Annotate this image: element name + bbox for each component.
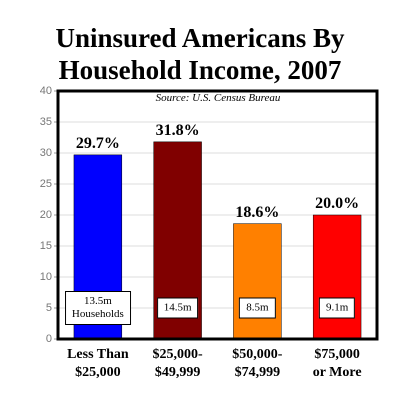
x-tick-label: $50,000- $74,999 [232, 347, 283, 380]
annotation-box: 14.5m [156, 297, 199, 319]
value-label: 29.7% [75, 134, 120, 152]
x-tick-label: $25,000- $49,999 [152, 347, 203, 380]
bar [233, 223, 282, 340]
bar [312, 214, 362, 340]
y-tick-label: 20 [40, 209, 52, 221]
x-tick-label: Less Than $25,000 [67, 347, 129, 380]
plot-frame [56, 89, 379, 341]
chart-title: Uninsured Americans By Household Income,… [55, 23, 345, 85]
y-tick-label: 30 [40, 147, 52, 159]
y-tick-label: 10 [40, 271, 52, 283]
annotation-box: 9.1m [318, 297, 356, 319]
value-label: 31.8% [155, 121, 200, 139]
annotation-box: 8.5m [239, 297, 276, 319]
y-tick-label: 25 [40, 178, 52, 190]
y-tick-label: 15 [40, 240, 52, 252]
value-label: 20.0% [315, 195, 360, 212]
y-tick-label: 0 [46, 333, 52, 345]
annotation-box: 13.5m Households [64, 291, 131, 325]
x-tick-label: $75,000 or More [312, 347, 362, 380]
value-label: 18.6% [235, 203, 280, 221]
subtitle: Source: U.S. Census Bureau [155, 92, 281, 104]
y-tick-label: 5 [46, 302, 52, 314]
y-tick-label: 40 [40, 85, 52, 97]
y-tick-label: 35 [40, 116, 52, 128]
